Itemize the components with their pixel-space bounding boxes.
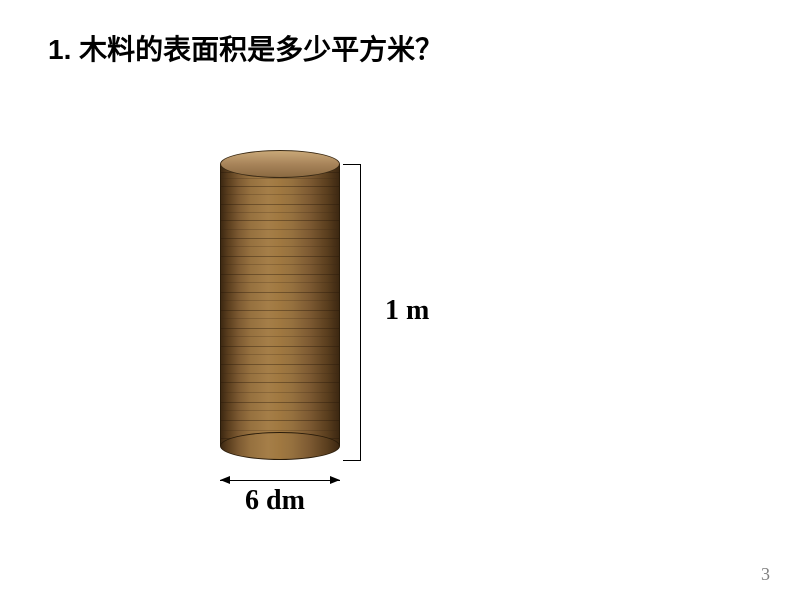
page-number: 3	[761, 564, 770, 585]
cylinder-top-ellipse	[220, 150, 340, 178]
width-dim-line	[220, 480, 340, 481]
width-arrow-left	[220, 476, 230, 484]
height-label: 1 m	[385, 295, 429, 327]
width-arrow-right	[330, 476, 340, 484]
cylinder-diagram: 1 m 6 dm	[200, 150, 600, 530]
height-dim-line	[360, 164, 361, 460]
width-label: 6 dm	[245, 485, 305, 517]
height-tick-bottom	[343, 460, 361, 461]
question-number: 1.	[48, 34, 71, 65]
question-text: 1. 木料的表面积是多少平方米？	[48, 28, 443, 68]
question-body: 木料的表面积是多少平方米？	[79, 34, 443, 65]
wood-cylinder	[220, 150, 340, 460]
cylinder-body	[220, 164, 340, 446]
cylinder-bottom-ellipse	[220, 432, 340, 460]
height-tick-top	[343, 164, 361, 165]
